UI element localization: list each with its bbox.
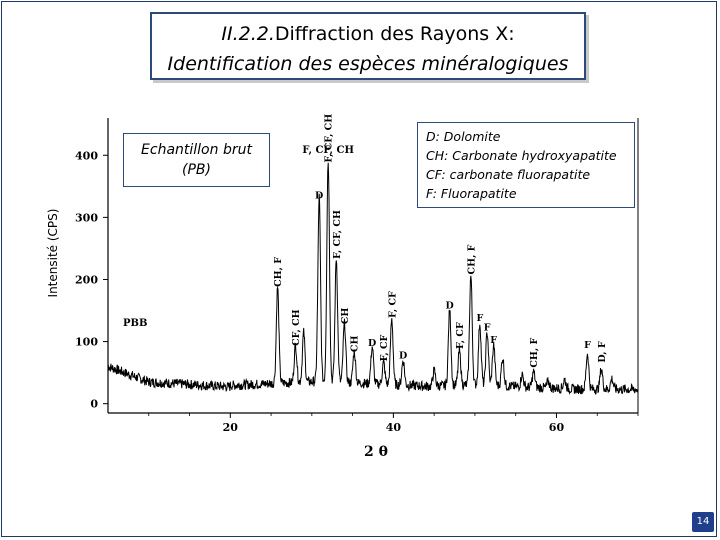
- peak-label: F, CF, CH: [324, 114, 335, 163]
- diffraction-pattern-line: [107, 162, 639, 395]
- x-tick-label: 60: [549, 421, 565, 434]
- peak-label: D: [368, 338, 376, 349]
- x-tick-label: 20: [223, 421, 239, 434]
- peak-label: CH: [350, 336, 361, 353]
- peak-label: F: [584, 340, 591, 351]
- y-tick-label: 400: [75, 149, 98, 162]
- y-tick-label: 0: [90, 398, 98, 411]
- main-peak-label: F, CF, CH: [302, 145, 353, 156]
- y-axis-label: Intensité (CPS): [46, 208, 60, 298]
- mineral-legend: D: Dolomite CH: Carbonate hydroxyapatite C…: [417, 122, 635, 208]
- peak-label: CH, F: [466, 244, 477, 274]
- slide-title: II.2.2.Diffraction des Rayons X:: [152, 22, 584, 46]
- peak-label: F, CF: [455, 322, 466, 349]
- peak-label: CH, F: [273, 257, 284, 287]
- sample-label-box: Echantillon brut (PB): [123, 133, 270, 187]
- y-tick-label: 300: [75, 211, 98, 224]
- x-tick-label: 40: [386, 421, 402, 434]
- peak-label: D: [315, 191, 323, 202]
- title-text: Diffraction des Rayons X:: [274, 23, 515, 45]
- sample-label-line2: (PB): [182, 162, 211, 178]
- axis-ticks: 0 100 200 300 400 20 40 60: [75, 149, 639, 434]
- legend-entry: CF: carbonate fluorapatite: [426, 167, 591, 182]
- peak-label: F, CF, CH: [332, 210, 343, 259]
- peak-label: D, F: [597, 341, 608, 363]
- plot-area: [107, 118, 639, 414]
- peak-label: D: [446, 301, 454, 312]
- series-name-label: PBB: [123, 318, 147, 329]
- x-axis-label: 2 θ: [364, 444, 388, 460]
- peak-label: F: [484, 322, 491, 333]
- y-tick-label: 200: [75, 273, 98, 286]
- title-number: II.2.2.: [221, 23, 275, 45]
- peak-label: F, CF: [379, 334, 390, 361]
- peak-label: F: [476, 313, 483, 324]
- peak-label: F, CF: [387, 291, 398, 318]
- peak-label: CH: [340, 308, 351, 325]
- y-tick-label: 100: [75, 336, 98, 349]
- title-box: II.2.2.Diffraction des Rayons X: Identif…: [150, 12, 586, 80]
- peak-label: F: [490, 335, 497, 346]
- slide-subtitle: Identification des espèces minéralogique…: [167, 53, 569, 75]
- peak-label: CF, CH: [291, 309, 302, 346]
- legend-entry: F: Fluorapatite: [426, 186, 517, 201]
- peak-label: CH, F: [529, 337, 540, 367]
- sample-label-line1: Echantillon brut: [141, 142, 252, 158]
- legend-entry: CH: Carbonate hydroxyapatite: [426, 148, 617, 163]
- peak-label: D: [399, 350, 407, 361]
- page-number-badge: 14: [692, 512, 714, 532]
- legend-entry: D: Dolomite: [426, 129, 501, 144]
